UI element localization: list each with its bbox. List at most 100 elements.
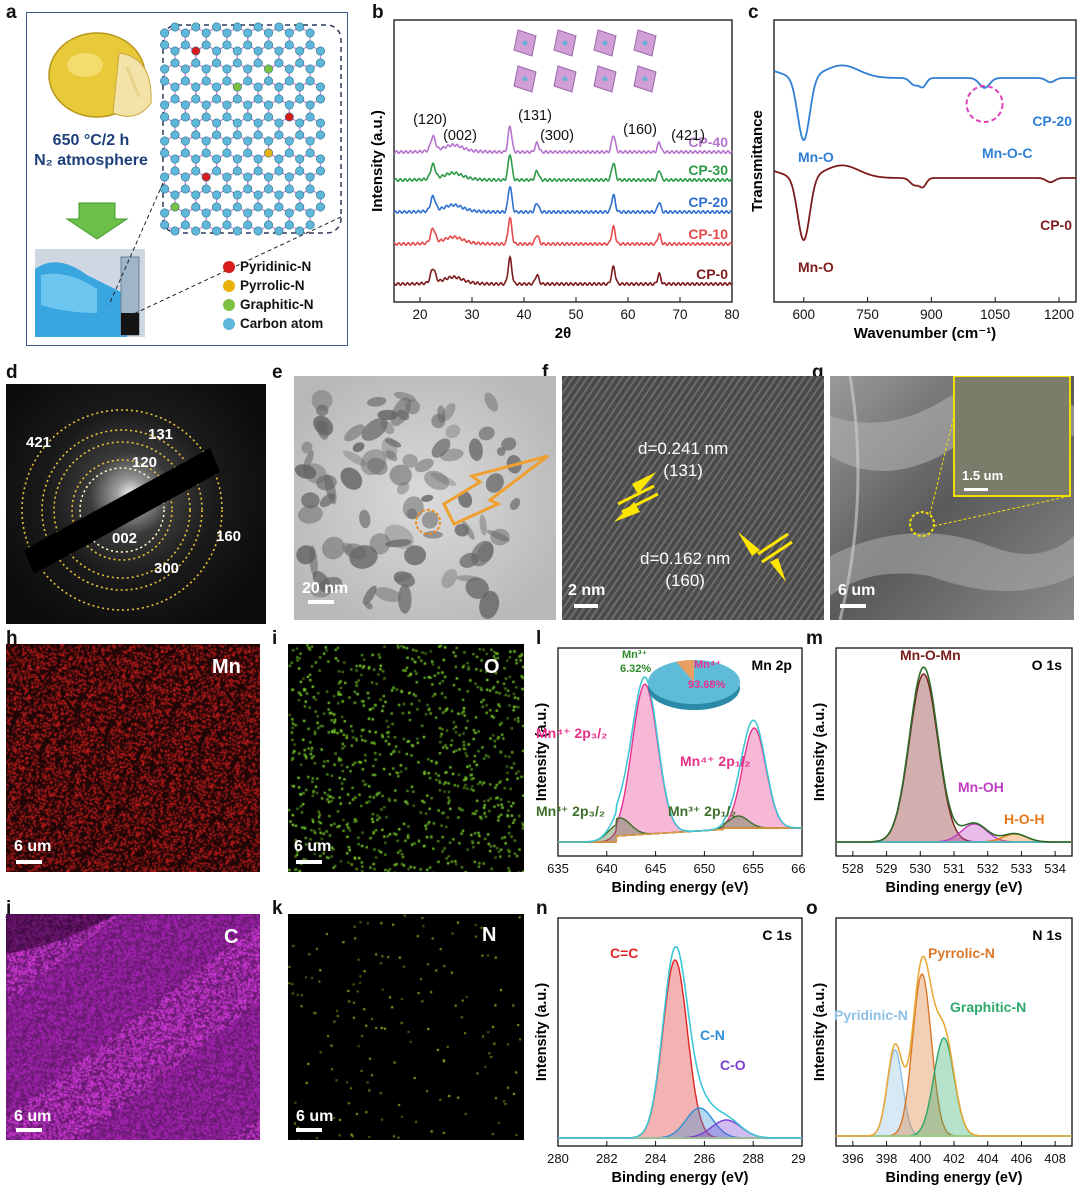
x-tick-label: 280 xyxy=(547,1151,569,1166)
lattice-atom xyxy=(253,226,263,236)
xrd-curve-cp-0 xyxy=(393,254,733,287)
panel-label-n: n xyxy=(536,898,548,919)
spectrum-title: Mn 2p xyxy=(752,657,792,673)
lattice-atom xyxy=(243,28,253,38)
x-tick-label: 900 xyxy=(920,307,943,322)
panel-label-c: c xyxy=(748,2,759,23)
lattice-atom xyxy=(222,148,232,158)
element-label-mn: Mn xyxy=(212,656,241,678)
x-tick-label: 406 xyxy=(1011,1151,1033,1166)
plot-frame xyxy=(393,19,733,303)
lattice-atom xyxy=(243,64,253,74)
lattice-atom xyxy=(212,190,222,200)
lattice-atom xyxy=(160,100,170,110)
dopant-legend: Pyridinic-N Pyrrolic-N Graphitic-N Carbon a… xyxy=(223,257,323,333)
down-arrow-icon xyxy=(65,202,129,240)
lattice-atom xyxy=(170,130,180,140)
panel-label-d: d xyxy=(6,362,18,383)
lattice-atom xyxy=(160,172,170,182)
lattice-atom xyxy=(180,112,190,122)
component-label: Pyrrolic-N xyxy=(928,945,995,961)
band-label: Mn-O-C xyxy=(982,145,1033,161)
x-tick-label: 531 xyxy=(943,861,965,876)
panel-d-saed-pattern: 421 131 120 002 300 160 xyxy=(6,384,266,624)
panel-label-j: j xyxy=(6,898,12,919)
plot-frame xyxy=(557,647,803,857)
panel-l-xps-mn2p: 635640645650655660Binding energy (eV)Int… xyxy=(530,630,813,900)
lattice-atom xyxy=(212,130,222,140)
lattice-atom xyxy=(222,220,232,230)
lattice-atom xyxy=(295,154,305,164)
scale-label-h: 6 um xyxy=(14,838,52,855)
lattice-atom xyxy=(243,220,253,230)
legend-dot-icon xyxy=(223,260,235,273)
lattice-atom xyxy=(284,184,294,194)
lattice-atom xyxy=(274,118,284,128)
highlight-circle xyxy=(965,85,1004,123)
lattice-atom xyxy=(191,58,201,68)
lattice-atom xyxy=(315,154,325,164)
pie-value: 6.32% xyxy=(620,663,651,675)
lattice-atom xyxy=(232,58,242,68)
x-tick-label: 60 xyxy=(620,307,635,322)
lattice-atom xyxy=(232,46,242,56)
lattice-atom xyxy=(264,100,274,110)
spectrum-title: N 1s xyxy=(1032,927,1062,943)
legend-label: Pyrrolic-N xyxy=(240,278,305,293)
lattice-atom xyxy=(212,154,222,164)
lattice-atom xyxy=(284,220,294,230)
lattice-atom xyxy=(222,208,232,218)
lattice-atom xyxy=(180,76,190,86)
lattice-atom xyxy=(295,82,305,92)
plot-frame xyxy=(557,917,803,1147)
x-tick-label: 398 xyxy=(876,1151,898,1166)
series-label: CP-20 xyxy=(688,194,728,210)
panel-a-schematic: 650 °C/2 h N₂ atmosphere Pyridinic-N Pyrr… xyxy=(26,12,348,346)
legend-dot-icon xyxy=(223,298,235,311)
crystal-structure-icon xyxy=(513,29,657,93)
condition-text: 650 °C/2 h N₂ atmosphere xyxy=(34,132,148,169)
lattice-atom xyxy=(191,226,201,236)
d-spacing-label-1: d=0.241 nm (131) xyxy=(638,439,729,480)
lattice-atom xyxy=(305,220,315,230)
scale-bar-j xyxy=(16,1128,42,1132)
legend-dot-icon xyxy=(223,279,235,292)
lattice-atom xyxy=(170,118,180,128)
scale-label-e: 20 nm xyxy=(302,580,349,597)
series-label: CP-0 xyxy=(696,266,728,282)
lattice-atom xyxy=(315,82,325,92)
x-tick-label: 650 xyxy=(694,861,716,876)
panel-label-f: f xyxy=(542,362,549,383)
x-tick-label: 640 xyxy=(596,861,618,876)
xrd-curve-cp-40 xyxy=(393,125,733,155)
y-axis-label: Intensity (a.u.) xyxy=(812,983,828,1081)
legend-item: Pyrrolic-N xyxy=(223,276,323,295)
element-label-n: N xyxy=(482,924,497,946)
lattice-atom xyxy=(264,172,274,182)
lattice-atom xyxy=(222,172,232,182)
x-tick-label: 645 xyxy=(645,861,667,876)
scale-label-f: 2 nm xyxy=(568,582,606,599)
eds-map-o: O 6 um xyxy=(288,644,524,872)
x-tick-label: 20 xyxy=(412,307,427,322)
lattice-atom xyxy=(295,118,305,128)
y-axis-label: Intensity (a.u.) xyxy=(812,703,828,801)
lattice-atom xyxy=(170,202,180,212)
lattice-atom xyxy=(170,190,180,200)
lattice-atom xyxy=(305,208,315,218)
component-label: H-O-H xyxy=(1004,811,1044,827)
x-tick-label: 528 xyxy=(842,861,864,876)
panel-m-xps-o1s: 528 529 530 531 532 533 534 Binding energy (eV)… xyxy=(800,630,1080,900)
lattice-atom xyxy=(160,112,170,122)
lattice-atom xyxy=(253,190,263,200)
lattice-atom xyxy=(243,136,253,146)
panel-g-sem-image: 1.5 um 6 um xyxy=(830,376,1074,620)
lattice-atom xyxy=(274,22,284,32)
lattice-atom xyxy=(180,136,190,146)
lattice-atom xyxy=(201,28,211,38)
y-axis-label: Transmittance xyxy=(749,110,766,212)
lattice-atom xyxy=(264,28,274,38)
x-tick-label: 1050 xyxy=(980,307,1010,322)
lattice-atom xyxy=(170,226,180,236)
lattice-atom xyxy=(170,154,180,164)
